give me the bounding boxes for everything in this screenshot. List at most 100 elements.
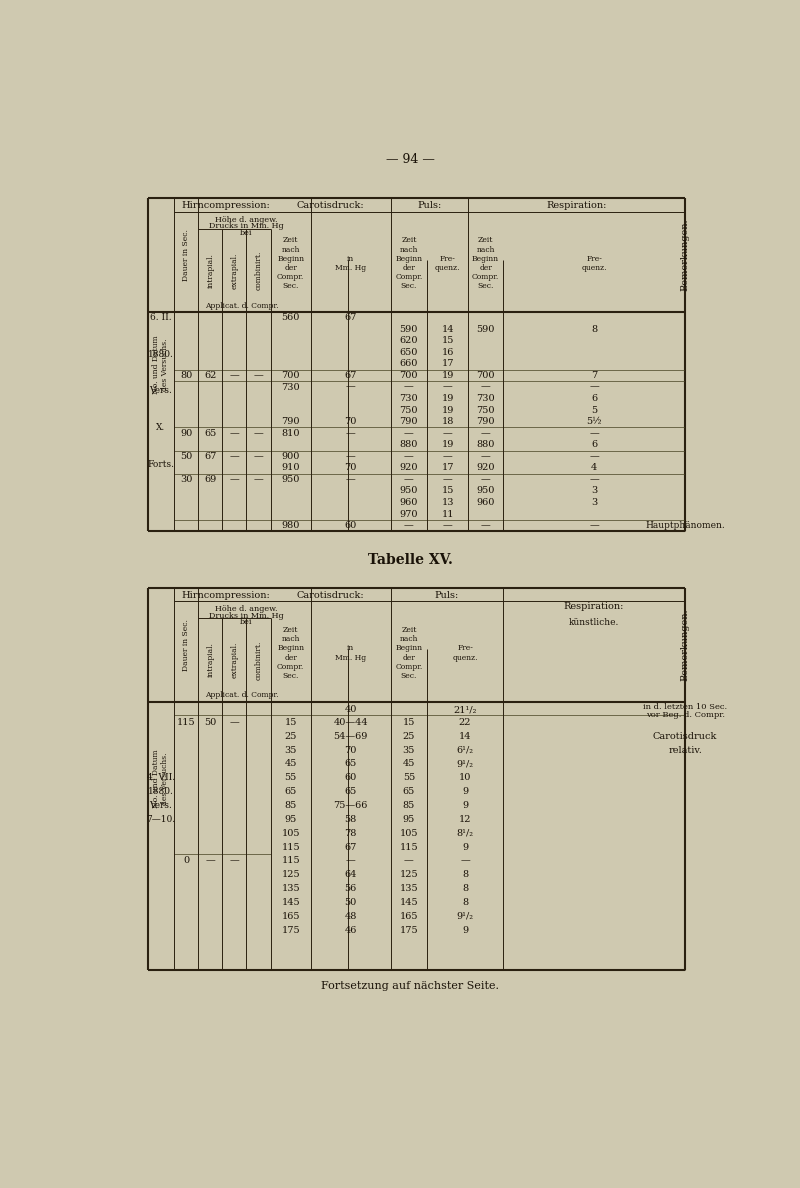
Text: 19: 19 xyxy=(442,405,454,415)
Text: —: — xyxy=(442,451,453,461)
Text: 165: 165 xyxy=(282,912,300,921)
Text: 790: 790 xyxy=(282,417,300,426)
Text: 980: 980 xyxy=(282,522,300,530)
Text: 22: 22 xyxy=(458,718,471,727)
Text: 115: 115 xyxy=(177,718,195,727)
Text: 7—10.: 7—10. xyxy=(146,815,175,824)
Text: combinirt.: combinirt. xyxy=(254,640,262,680)
Text: bei: bei xyxy=(240,228,252,236)
Text: 9: 9 xyxy=(462,925,468,935)
Text: 6. II.: 6. II. xyxy=(150,314,172,322)
Text: 750: 750 xyxy=(399,405,418,415)
Text: 700: 700 xyxy=(476,371,495,380)
Text: 65: 65 xyxy=(345,759,357,769)
Text: —: — xyxy=(442,383,453,392)
Text: 175: 175 xyxy=(399,925,418,935)
Text: 910: 910 xyxy=(282,463,300,473)
Text: 67: 67 xyxy=(204,451,217,461)
Text: Dauer in Sec.: Dauer in Sec. xyxy=(182,229,190,280)
Text: 95: 95 xyxy=(402,815,415,824)
Text: —: — xyxy=(404,383,414,392)
Text: Fre-
quenz.: Fre- quenz. xyxy=(435,255,460,272)
Text: 620: 620 xyxy=(399,336,418,346)
Text: X.: X. xyxy=(156,423,166,432)
Text: 145: 145 xyxy=(399,898,418,908)
Text: 25: 25 xyxy=(285,732,297,741)
Text: 135: 135 xyxy=(399,884,418,893)
Text: 650: 650 xyxy=(400,348,418,356)
Text: —: — xyxy=(481,522,490,530)
Text: Bemerkungen.: Bemerkungen. xyxy=(681,608,690,681)
Text: 70: 70 xyxy=(345,417,357,426)
Text: —: — xyxy=(589,451,599,461)
Text: —: — xyxy=(460,857,470,866)
Text: —: — xyxy=(404,522,414,530)
Text: in
Mm. Hg: in Mm. Hg xyxy=(335,644,366,662)
Text: 9¹/₂: 9¹/₂ xyxy=(457,759,474,769)
Text: —: — xyxy=(481,429,490,437)
Text: 62: 62 xyxy=(204,371,217,380)
Text: 78: 78 xyxy=(345,829,357,838)
Text: 65: 65 xyxy=(285,788,297,796)
Text: —: — xyxy=(404,475,414,484)
Text: 17: 17 xyxy=(442,360,454,368)
Text: 145: 145 xyxy=(282,898,300,908)
Text: 105: 105 xyxy=(282,829,300,838)
Text: 50: 50 xyxy=(204,718,217,727)
Text: 115: 115 xyxy=(282,842,300,852)
Text: 48: 48 xyxy=(345,912,357,921)
Text: 15: 15 xyxy=(285,718,297,727)
Text: 40: 40 xyxy=(345,706,357,714)
Text: Hirncompression:: Hirncompression: xyxy=(182,201,270,210)
Text: —: — xyxy=(589,522,599,530)
Text: Zeit
nach
Beginn
der
Compr.
Sec.: Zeit nach Beginn der Compr. Sec. xyxy=(472,236,499,290)
Text: 135: 135 xyxy=(282,884,300,893)
Text: 8¹/₂: 8¹/₂ xyxy=(457,829,474,838)
Text: 1880.: 1880. xyxy=(148,349,174,359)
Text: Zeit
nach
Beginn
der
Compr.
Sec.: Zeit nach Beginn der Compr. Sec. xyxy=(277,236,304,290)
Text: 46: 46 xyxy=(345,925,357,935)
Text: 5½: 5½ xyxy=(586,417,602,426)
Text: Bemerkungen.: Bemerkungen. xyxy=(681,219,690,291)
Text: Respiration:: Respiration: xyxy=(546,201,607,210)
Text: —: — xyxy=(346,475,355,484)
Text: 960: 960 xyxy=(400,498,418,507)
Text: 15: 15 xyxy=(442,336,454,346)
Text: —: — xyxy=(230,857,239,866)
Text: 45: 45 xyxy=(285,759,297,769)
Text: 21¹/₂: 21¹/₂ xyxy=(454,706,477,714)
Text: —: — xyxy=(346,383,355,392)
Text: —: — xyxy=(230,718,239,727)
Text: —: — xyxy=(230,371,239,380)
Text: 95: 95 xyxy=(285,815,297,824)
Text: —: — xyxy=(442,522,453,530)
Text: Vers.: Vers. xyxy=(150,801,172,810)
Text: 115: 115 xyxy=(282,857,300,866)
Text: —: — xyxy=(404,451,414,461)
Text: 920: 920 xyxy=(476,463,495,473)
Text: — 94 —: — 94 — xyxy=(386,153,434,166)
Text: 8: 8 xyxy=(462,884,468,893)
Text: Höhe d. angew.: Höhe d. angew. xyxy=(215,215,278,223)
Text: 67: 67 xyxy=(345,371,357,380)
Text: 730: 730 xyxy=(476,394,495,403)
Text: Zeit
nach
Beginn
der
Compr.
Sec.: Zeit nach Beginn der Compr. Sec. xyxy=(277,626,304,680)
Text: 15: 15 xyxy=(442,486,454,495)
Text: —: — xyxy=(254,429,263,437)
Text: 880: 880 xyxy=(476,441,494,449)
Text: 125: 125 xyxy=(399,871,418,879)
Text: Forts.: Forts. xyxy=(147,460,174,468)
Text: Applicat. d. Compr.: Applicat. d. Compr. xyxy=(206,302,279,310)
Text: 1880.: 1880. xyxy=(148,788,174,796)
Text: Fortsetzung auf nächster Seite.: Fortsetzung auf nächster Seite. xyxy=(321,981,499,991)
Text: 8: 8 xyxy=(462,871,468,879)
Text: Respiration:: Respiration: xyxy=(564,602,624,612)
Text: Dauer in Sec.: Dauer in Sec. xyxy=(182,619,190,670)
Text: 165: 165 xyxy=(399,912,418,921)
Text: 58: 58 xyxy=(345,815,357,824)
Text: 790: 790 xyxy=(476,417,495,426)
Text: 880: 880 xyxy=(400,441,418,449)
Text: 920: 920 xyxy=(399,463,418,473)
Text: 950: 950 xyxy=(282,475,300,484)
Text: 950: 950 xyxy=(400,486,418,495)
